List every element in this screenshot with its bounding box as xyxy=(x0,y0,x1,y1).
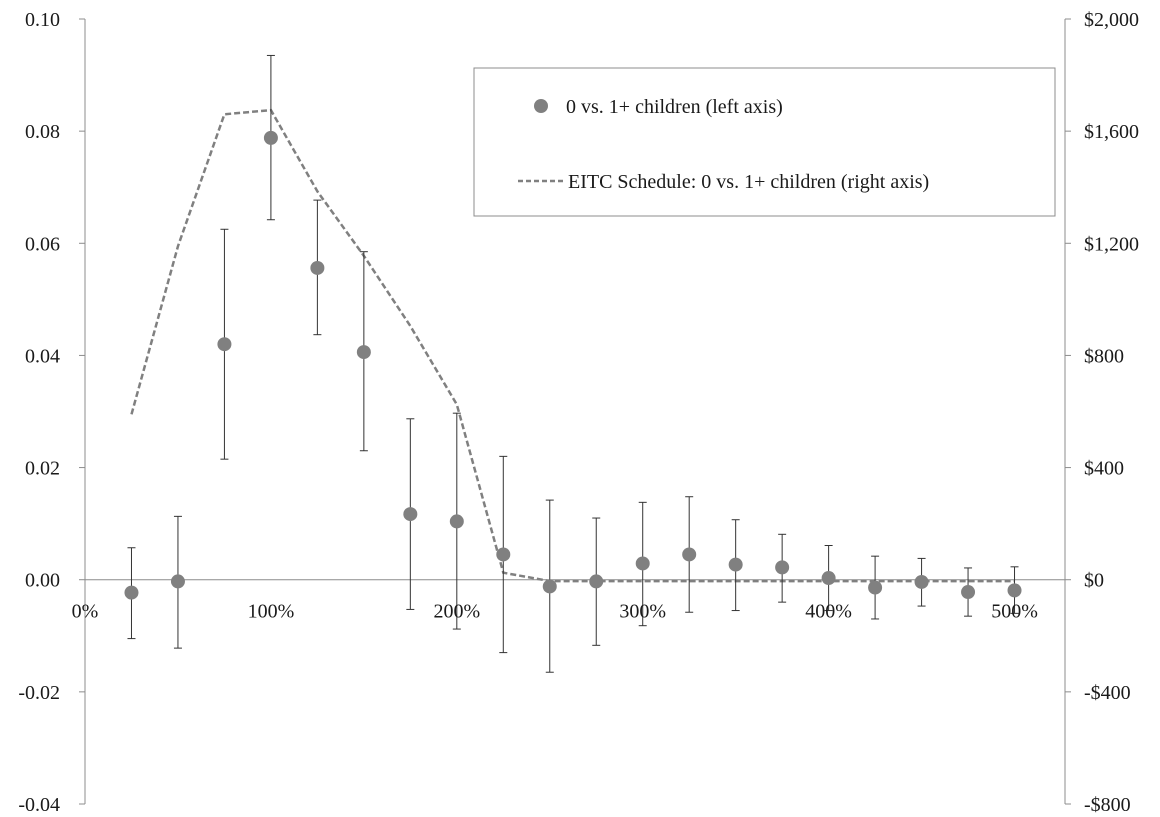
right-axis-tick-label: $0 xyxy=(1084,570,1104,592)
data-point xyxy=(356,345,371,360)
data-point xyxy=(496,547,511,562)
legend-label-points: 0 vs. 1+ children (left axis) xyxy=(566,96,783,118)
axes-layer: -0.04 -0.02 0.00 0.02 0.04 0.06 0.08 0.10 -$800 -… xyxy=(18,9,1139,816)
errorbar-layer xyxy=(127,54,1019,673)
right-axis-tick-label: $800 xyxy=(1084,345,1124,367)
legend: 0 vs. 1+ children (left axis) EITC Sched… xyxy=(473,67,1056,217)
data-point xyxy=(263,130,278,145)
data-point xyxy=(217,337,232,352)
data-point xyxy=(775,560,790,575)
data-point xyxy=(124,585,139,600)
eitc-schedule-line xyxy=(130,108,1015,583)
data-point xyxy=(728,557,743,572)
left-axis-tick-label: 0.06 xyxy=(25,233,60,255)
data-point xyxy=(914,574,929,589)
data-point xyxy=(170,574,185,589)
data-point xyxy=(310,260,325,275)
x-tick-label-layer: 0% 100% 200% 300% 400% 500% xyxy=(72,601,1038,623)
data-point xyxy=(868,580,883,595)
legend-marker-points xyxy=(534,99,548,113)
right-axis-tick-label: $1,600 xyxy=(1084,121,1139,143)
data-point xyxy=(635,556,650,571)
point-layer xyxy=(124,130,1022,600)
x-axis-tick-label: 500% xyxy=(991,601,1038,623)
data-point xyxy=(542,579,557,594)
right-axis-tick-label: -$400 xyxy=(1084,682,1131,704)
right-axis-tick-label: -$800 xyxy=(1084,794,1131,816)
left-axis-tick-label: 0.00 xyxy=(25,570,60,592)
data-point xyxy=(403,507,418,522)
left-axis-tick-label: -0.04 xyxy=(18,794,60,816)
data-point xyxy=(821,571,836,586)
left-axis-tick-label: 0.08 xyxy=(25,121,60,143)
legend-label-line: EITC Schedule: 0 vs. 1+ children (right … xyxy=(568,171,929,193)
x-axis-tick-label: 400% xyxy=(805,601,852,623)
right-axis-tick-label: $400 xyxy=(1084,458,1124,480)
right-axis-tick-label: $2,000 xyxy=(1084,9,1139,31)
left-axis-tick-label: 0.02 xyxy=(25,458,60,480)
x-axis-tick-label: 100% xyxy=(248,601,295,623)
legend-box xyxy=(473,67,1056,217)
data-point xyxy=(589,574,604,589)
left-axis-tick-label: 0.04 xyxy=(25,345,60,367)
x-axis-tick-label: 300% xyxy=(619,601,666,623)
eitc-line-layer xyxy=(130,108,1015,583)
left-axis-tick-label: -0.02 xyxy=(18,682,60,704)
data-point xyxy=(961,585,976,600)
data-point xyxy=(682,547,697,562)
x-axis-tick-label: 0% xyxy=(72,601,99,623)
left-axis-tick-label: 0.10 xyxy=(25,9,60,31)
x-axis-tick-label: 200% xyxy=(433,601,480,623)
right-axis-tick-label: $1,200 xyxy=(1084,233,1139,255)
data-point xyxy=(449,514,464,529)
data-point xyxy=(1007,583,1022,598)
